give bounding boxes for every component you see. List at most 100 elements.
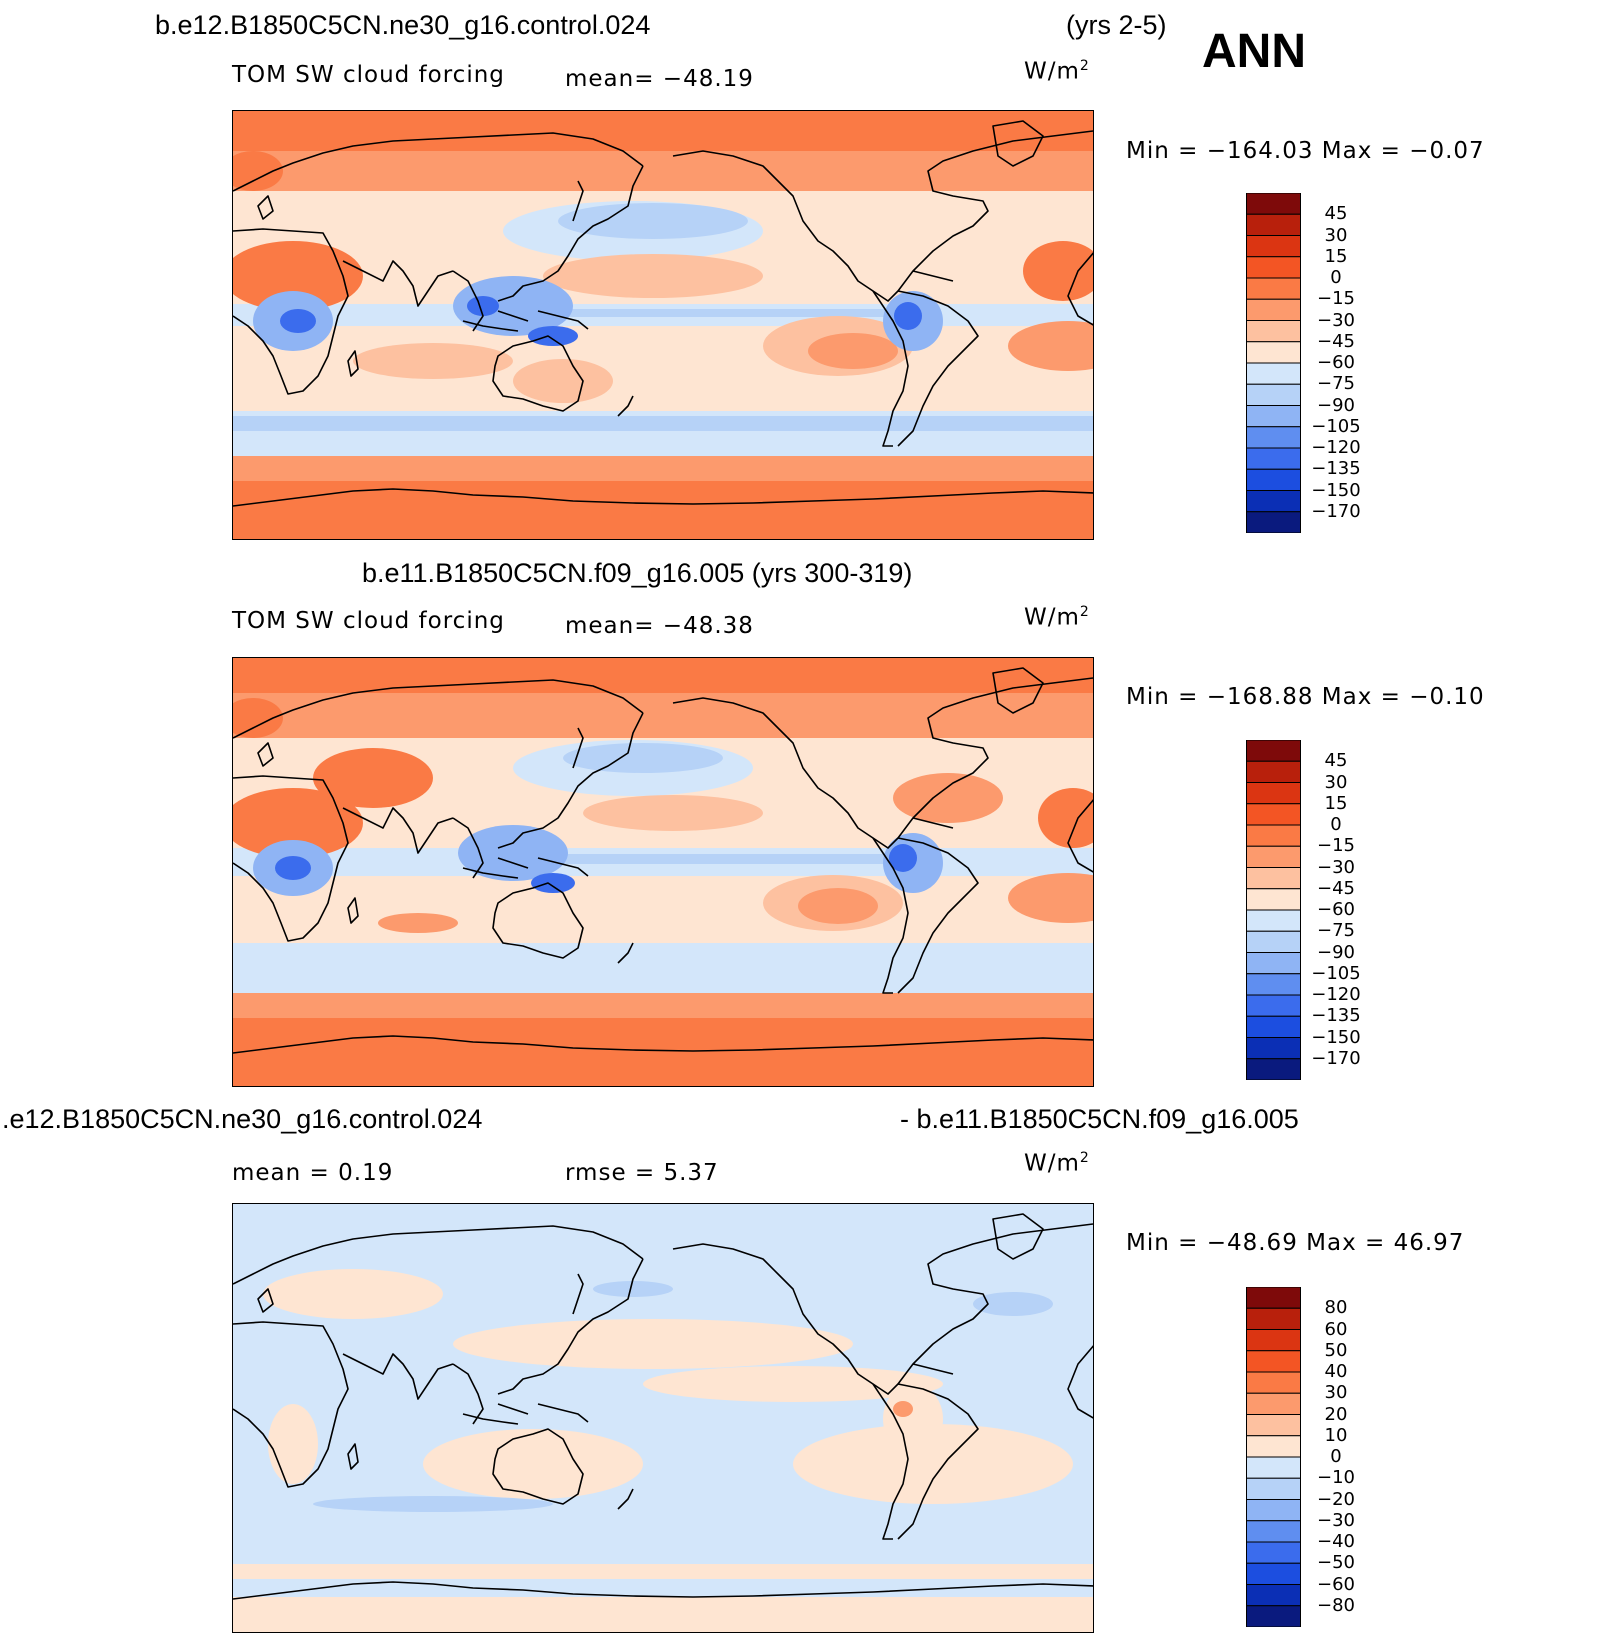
colorbar-swatch xyxy=(1246,1037,1301,1060)
colorbar-tick-label: −20 xyxy=(1317,1488,1355,1510)
colorbar-tick-label: −105 xyxy=(1311,415,1361,437)
panel1-mean: mean= −48.19 xyxy=(565,66,754,92)
panel1-minmax: Min = −164.03 Max = −0.07 xyxy=(1126,138,1485,164)
colorbar-swatch xyxy=(1246,824,1301,847)
panel3-case-left: .e12.B1850C5CN.ne30_g16.control.024 xyxy=(2,1104,483,1134)
colorbar-tick-label: −120 xyxy=(1311,984,1361,1005)
colorbar-swatch xyxy=(1246,341,1301,364)
colorbar-swatch xyxy=(1246,1584,1301,1607)
panel2-mean: mean= −48.38 xyxy=(565,613,754,639)
panel2-map xyxy=(232,657,1094,1087)
colorbar-tick-label: −30 xyxy=(1317,856,1355,878)
colorbar-swatch xyxy=(1246,760,1301,783)
panel3-units: W/m2 xyxy=(1024,1150,1090,1177)
colorbar-tick-label: 30 xyxy=(1324,1382,1348,1404)
colorbar-swatch xyxy=(1246,782,1301,805)
colorbar-swatch xyxy=(1246,213,1301,236)
colorbar-tick-label: 45 xyxy=(1324,203,1348,225)
colorbar-swatch xyxy=(1246,1329,1301,1352)
colorbar-swatch xyxy=(1246,909,1301,932)
panel3-map xyxy=(232,1203,1094,1633)
panel2-case-title: b.e11.B1850C5CN.f09_g16.005 (yrs 300-319… xyxy=(362,558,913,588)
panel3-mean: mean = 0.19 xyxy=(232,1160,394,1186)
colorbar-swatch xyxy=(1246,1541,1301,1564)
colorbar-swatch xyxy=(1246,1499,1301,1522)
colorbar-tick-label: −120 xyxy=(1311,437,1361,458)
panel2-colorbar xyxy=(1246,740,1301,1080)
colorbar-tick-label: 15 xyxy=(1324,245,1348,267)
colorbar-swatch xyxy=(1246,952,1301,975)
colorbar-swatch xyxy=(1246,1392,1301,1415)
colorbar-tick-label: 15 xyxy=(1324,792,1348,814)
colorbar-tick-label: −30 xyxy=(1317,309,1355,331)
colorbar-swatch xyxy=(1246,973,1301,996)
colorbar-tick-label: 60 xyxy=(1324,1318,1348,1340)
colorbar-tick-label: −135 xyxy=(1311,1005,1361,1027)
colorbar-swatch xyxy=(1246,845,1301,868)
panel2-units-exp: 2 xyxy=(1079,604,1090,620)
colorbar-tick-label: −80 xyxy=(1317,1594,1355,1616)
colorbar-swatch xyxy=(1246,490,1301,513)
colorbar-swatch xyxy=(1246,1350,1301,1373)
panel2-map-svg xyxy=(233,658,1093,1086)
panel2-variable: TOM SW cloud forcing xyxy=(232,608,505,634)
colorbar-tick-label: 20 xyxy=(1324,1403,1348,1425)
colorbar-swatch xyxy=(1246,930,1301,953)
colorbar-swatch xyxy=(1246,1456,1301,1479)
colorbar-swatch xyxy=(1246,277,1301,300)
colorbar-swatch xyxy=(1246,1015,1301,1038)
colorbar-swatch xyxy=(1246,1562,1301,1585)
panel2-minmax: Min = −168.88 Max = −0.10 xyxy=(1126,684,1485,710)
colorbar-tick-label: −90 xyxy=(1317,941,1355,963)
colorbar-swatch xyxy=(1246,740,1301,762)
colorbar-tick-label: 50 xyxy=(1324,1339,1348,1361)
colorbar-swatch xyxy=(1246,888,1301,911)
panel1-map-svg xyxy=(233,111,1093,539)
colorbar-swatch xyxy=(1246,803,1301,826)
colorbar-swatch xyxy=(1246,447,1301,470)
colorbar-tick-label: 40 xyxy=(1324,1361,1348,1382)
panel1-colorbar xyxy=(1246,193,1301,533)
colorbar-tick-label: −50 xyxy=(1317,1552,1355,1574)
panel3-units-exp: 2 xyxy=(1079,1150,1090,1166)
panel1-units-exp: 2 xyxy=(1079,58,1090,74)
colorbar-swatch xyxy=(1246,362,1301,385)
colorbar-swatch xyxy=(1246,1371,1301,1394)
colorbar-swatch xyxy=(1246,235,1301,258)
colorbar-tick-label: −150 xyxy=(1311,479,1361,501)
panel3-colorbar-svg xyxy=(1246,1287,1301,1627)
colorbar-swatch xyxy=(1246,1477,1301,1500)
colorbar-tick-label: −40 xyxy=(1317,1531,1355,1552)
colorbar-tick-label: −90 xyxy=(1317,394,1355,416)
colorbar-tick-label: 30 xyxy=(1324,224,1348,246)
colorbar-tick-label: −30 xyxy=(1317,1509,1355,1531)
panel3-colorbar xyxy=(1246,1287,1301,1627)
colorbar-tick-label: 10 xyxy=(1324,1424,1348,1446)
panel1-case-title: b.e12.B1850C5CN.ne30_g16.control.024 xyxy=(155,10,651,40)
colorbar-swatch xyxy=(1246,426,1301,449)
panel3-case-right: - b.e11.B1850C5CN.f09_g16.005 xyxy=(900,1104,1299,1134)
panel3-rmse: rmse = 5.37 xyxy=(565,1160,719,1186)
colorbar-swatch xyxy=(1246,1414,1301,1437)
colorbar-tick-label: −15 xyxy=(1317,835,1355,857)
panel3-minmax: Min = −48.69 Max = 46.97 xyxy=(1126,1230,1465,1256)
colorbar-tick-label: 0 xyxy=(1330,267,1342,288)
colorbar-tick-label: 30 xyxy=(1324,771,1348,793)
panel1-units: W/m2 xyxy=(1024,58,1090,85)
colorbar-swatch xyxy=(1246,298,1301,321)
colorbar-swatch xyxy=(1246,256,1301,279)
colorbar-tick-label: 0 xyxy=(1330,1446,1342,1467)
colorbar-tick-label: −170 xyxy=(1311,500,1361,522)
colorbar-tick-label: −45 xyxy=(1317,877,1355,899)
colorbar-swatch xyxy=(1246,1058,1301,1080)
colorbar-swatch xyxy=(1246,1287,1301,1309)
colorbar-swatch xyxy=(1246,867,1301,890)
panel2-colorbar-svg xyxy=(1246,740,1301,1080)
panel2-units-text: W/m xyxy=(1024,604,1080,631)
colorbar-tick-label: 80 xyxy=(1324,1297,1348,1319)
panel1-years: (yrs 2-5) xyxy=(1066,10,1167,40)
colorbar-tick-label: −150 xyxy=(1311,1026,1361,1048)
panel2-units: W/m2 xyxy=(1024,604,1090,631)
colorbar-tick-label: −60 xyxy=(1317,1573,1355,1595)
panel3-map-svg xyxy=(233,1204,1093,1632)
